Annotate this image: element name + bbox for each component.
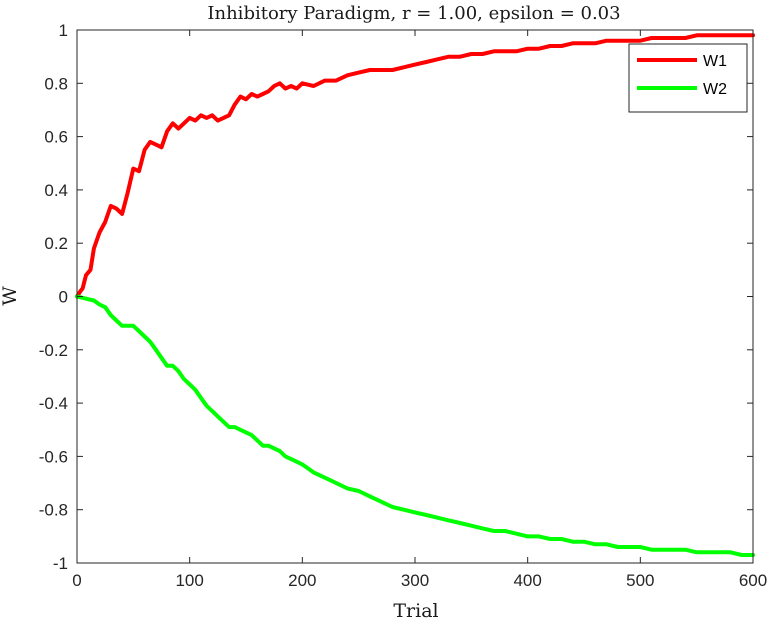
y-tick-label: -1 [53, 554, 68, 573]
x-tick-label: 300 [401, 571, 429, 590]
x-axis-label: Trial [393, 600, 438, 622]
y-tick-label: 0.2 [44, 234, 68, 253]
x-tick-label: 500 [626, 571, 654, 590]
y-tick-label: -0.4 [39, 394, 68, 413]
y-tick-label: -0.6 [39, 447, 68, 466]
y-tick-label: 0.4 [44, 181, 68, 200]
legend-label-w2: W2 [703, 81, 727, 98]
x-tick-label: 0 [72, 571, 81, 590]
chart-title: Inhibitory Paradigm, r = 1.00, epsilon =… [207, 3, 620, 24]
series-line-w1 [75, 33, 755, 299]
plot-area [75, 33, 755, 557]
x-tick-label: 600 [739, 571, 767, 590]
y-tick-label: 0.6 [44, 128, 68, 147]
y-axis-label: W [0, 286, 21, 306]
y-tick-label: 0.8 [44, 74, 68, 93]
y-tick-label: 1 [59, 21, 68, 40]
y-tick-label: -0.2 [39, 341, 68, 360]
axes: 0 100 200 300 400 500 600 1 0.8 0.6 0.4 0.2 0 -0.2 -0.… [39, 21, 767, 590]
legend-box [628, 43, 748, 113]
series-line-w2 [75, 294, 755, 557]
x-tick-label: 200 [288, 571, 316, 590]
legend: W1 W2 [628, 43, 748, 113]
y-tick-label: 0 [59, 288, 68, 307]
y-tick-label: -0.8 [39, 501, 68, 520]
x-tick-label: 100 [175, 571, 203, 590]
legend-label-w1: W1 [703, 53, 727, 70]
x-tick-label: 400 [513, 571, 541, 590]
